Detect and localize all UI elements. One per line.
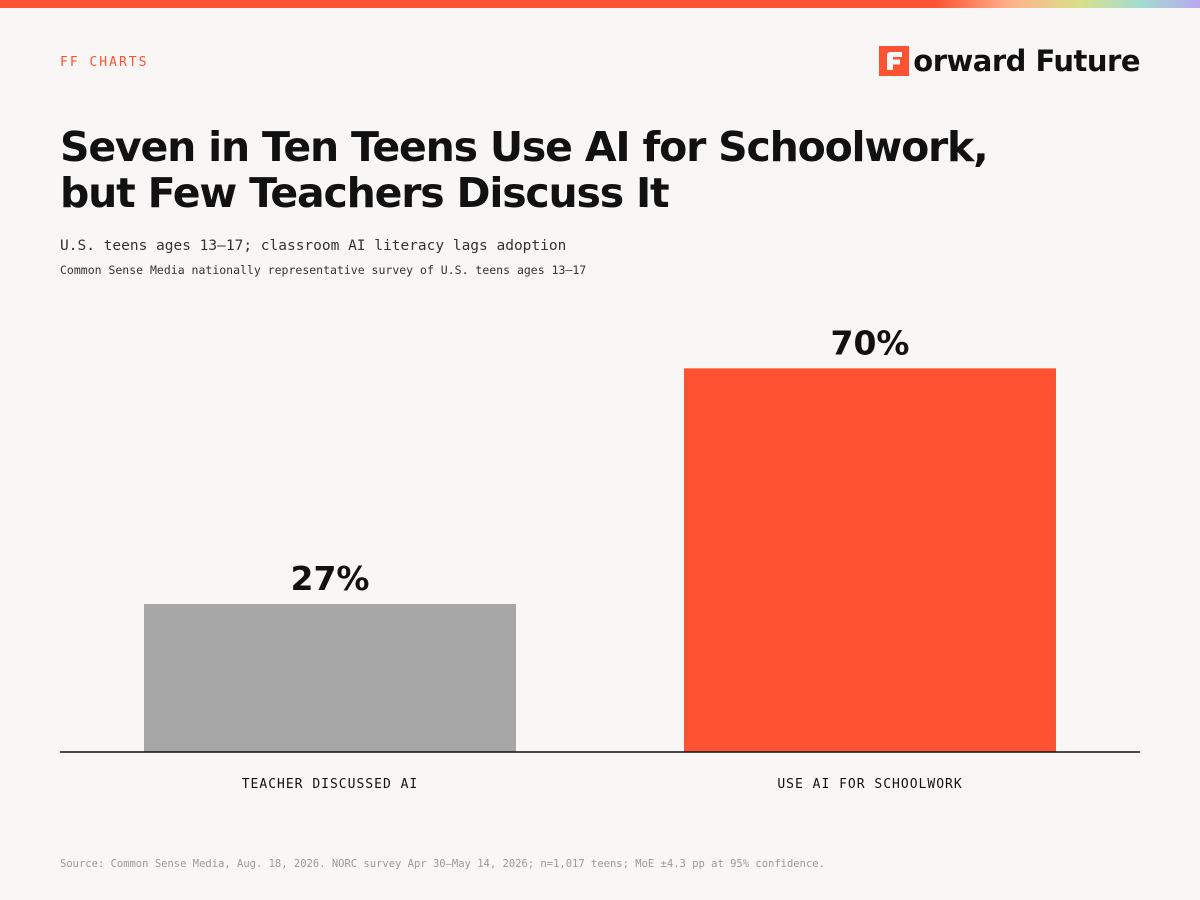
- chart-note: Common Sense Media nationally representa…: [60, 263, 587, 277]
- bar-0: [144, 604, 516, 752]
- brand-name: orward Future: [913, 44, 1140, 78]
- category-label-0: TEACHER DISCUSSED AI: [242, 777, 419, 792]
- top-accent-bar: [0, 0, 1200, 8]
- value-label-1: 70%: [831, 323, 910, 362]
- bar-1: [684, 368, 1056, 752]
- chart-title: Seven in Ten Teens Use AI for Schoolwork…: [60, 123, 989, 217]
- section-kicker: FF CHARTS: [60, 55, 149, 70]
- chart-subtitle: U.S. teens ages 13–17; classroom AI lite…: [60, 238, 567, 254]
- brand-logo: orward Future: [879, 44, 1140, 78]
- value-label-0: 27%: [291, 559, 370, 598]
- category-label-1: USE AI FOR SCHOOLWORK: [777, 777, 962, 792]
- forward-future-logo-icon: [879, 46, 910, 76]
- source-footnote: Source: Common Sense Media, Aug. 18, 202…: [60, 858, 825, 870]
